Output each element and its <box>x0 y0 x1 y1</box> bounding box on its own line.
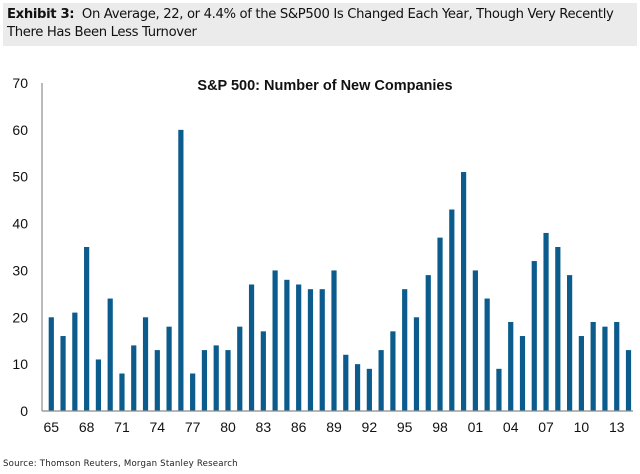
bar-90 <box>343 354 349 411</box>
bar-83 <box>260 331 266 411</box>
bar-65 <box>48 317 54 411</box>
x-tick-label: 71 <box>114 419 130 435</box>
bar-06 <box>531 261 537 411</box>
bar-01 <box>472 270 478 411</box>
y-tick-label: 20 <box>12 309 28 325</box>
bar-98 <box>437 237 443 411</box>
bar-71 <box>119 373 125 411</box>
bar-chart: S&P 500: Number of New Companies 0102030… <box>12 75 633 435</box>
bar-96 <box>413 317 420 411</box>
x-tick-label: 80 <box>220 419 236 435</box>
bar-89 <box>331 270 337 411</box>
chart-title: S&P 500: Number of New Companies <box>197 78 452 94</box>
bar-99 <box>449 209 455 411</box>
x-tick-label: 89 <box>326 419 342 435</box>
bar-75 <box>166 326 172 411</box>
bar-86 <box>296 284 302 411</box>
bar-93 <box>378 350 384 411</box>
bar-07 <box>543 232 549 411</box>
bar-02 <box>484 298 490 411</box>
bar-84 <box>272 270 278 411</box>
bar-72 <box>131 345 137 411</box>
x-tick-label: 86 <box>291 419 307 435</box>
exhibit-title: On Average, 22, or 4.4% of the S&P500 Is… <box>7 7 614 40</box>
bar-09 <box>567 275 573 411</box>
bar-08 <box>555 247 561 411</box>
bar-77 <box>190 373 196 411</box>
bar-76 <box>178 129 184 412</box>
bar-95 <box>402 289 408 411</box>
bar-87 <box>307 289 314 411</box>
bar-85 <box>284 279 290 411</box>
source-note: Source: Thomson Reuters, Morgan Stanley … <box>3 459 238 469</box>
y-tick-label: 40 <box>12 216 28 232</box>
x-tick-label: 77 <box>185 419 201 435</box>
x-tick-label: 07 <box>538 419 554 435</box>
bar-81 <box>237 326 243 411</box>
x-tick-label: 65 <box>44 419 60 435</box>
bar-03 <box>496 368 502 411</box>
x-tick-label: 10 <box>574 419 590 435</box>
x-tick-label: 68 <box>79 419 95 435</box>
bars <box>48 129 632 412</box>
x-tick-label: 98 <box>432 419 448 435</box>
y-tick-label: 70 <box>12 75 28 91</box>
bar-97 <box>425 275 431 411</box>
x-tick-label: 74 <box>150 419 166 435</box>
bar-80 <box>225 350 231 411</box>
bar-68 <box>84 247 90 411</box>
bar-14 <box>625 350 632 411</box>
exhibit-header: Exhibit 3: On Average, 22, or 4.4% of th… <box>3 3 637 46</box>
x-tick-label: 01 <box>468 419 484 435</box>
x-tick-label: 95 <box>397 419 413 435</box>
exhibit-label: Exhibit 3: <box>7 7 75 22</box>
bar-70 <box>107 298 113 411</box>
x-tick-label: 92 <box>362 419 378 435</box>
bar-79 <box>213 345 219 411</box>
bar-92 <box>366 368 372 411</box>
bar-13 <box>614 321 620 411</box>
bar-11 <box>590 321 596 411</box>
y-tick-label: 0 <box>20 403 28 419</box>
bar-12 <box>602 326 608 411</box>
bar-00 <box>460 172 467 411</box>
y-tick-label: 50 <box>12 169 28 185</box>
bar-66 <box>60 336 66 411</box>
y-tick-label: 60 <box>12 122 28 138</box>
bar-78 <box>201 350 208 411</box>
bar-04 <box>508 321 514 411</box>
bar-67 <box>72 312 78 411</box>
y-axis-ticks: 0 10 20 30 40 50 60 70 <box>12 75 28 419</box>
x-tick-label: 04 <box>503 419 519 435</box>
bar-73 <box>142 317 149 411</box>
bar-69 <box>95 359 102 411</box>
x-tick-label: 13 <box>609 419 625 435</box>
bar-74 <box>154 350 160 411</box>
x-axis-ticks: 65 68 71 74 77 80 83 86 89 92 95 98 01 04 07 10 13 <box>44 419 625 435</box>
bar-91 <box>354 364 361 411</box>
y-tick-label: 10 <box>12 356 28 372</box>
x-tick-label: 83 <box>256 419 272 435</box>
bar-88 <box>319 289 325 411</box>
y-tick-label: 30 <box>12 262 28 278</box>
bar-82 <box>248 284 255 411</box>
bar-10 <box>578 336 584 411</box>
bar-05 <box>519 336 526 411</box>
bar-94 <box>390 331 396 411</box>
